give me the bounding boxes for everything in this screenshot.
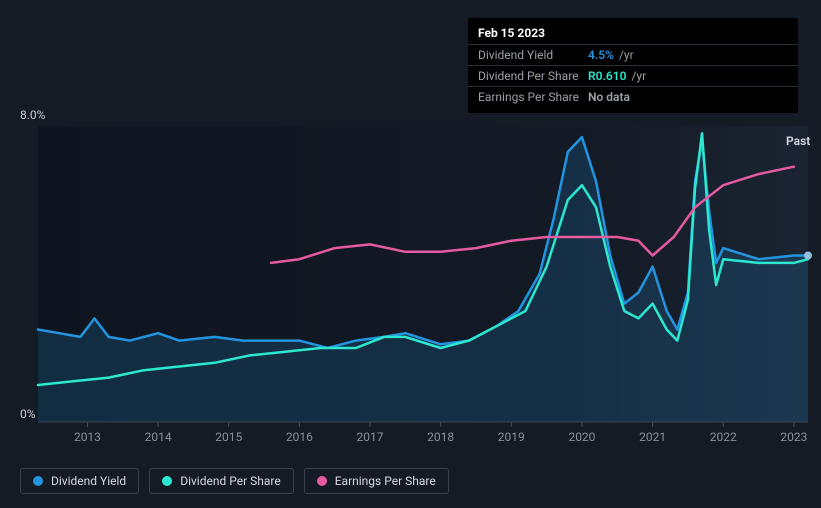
legend-item[interactable]: Dividend Yield	[20, 468, 139, 494]
x-axis: 2013 2014 2015 2016 2017 2018 2019 2020 2021 2022…	[38, 430, 821, 450]
x-tick-label: 2020	[568, 430, 595, 444]
x-tick-label: 2017	[357, 430, 384, 444]
tooltip-row-value: 4.5% /yr	[588, 48, 634, 62]
tooltip-row-label: Earnings Per Share	[478, 90, 588, 104]
x-tick-label: 2013	[74, 430, 101, 444]
legend-item[interactable]: Earnings Per Share	[304, 468, 449, 494]
x-tick-label: 2021	[639, 430, 666, 444]
x-tick-label: 2016	[286, 430, 313, 444]
legend-label: Dividend Per Share	[180, 474, 281, 488]
tooltip-date: Feb 15 2023	[468, 24, 798, 44]
y-axis-min-label: 0%	[20, 407, 36, 421]
tooltip-row-suffix: /yr	[616, 48, 634, 62]
legend-label: Earnings Per Share	[335, 474, 436, 488]
tooltip-row: Dividend Per ShareR0.610 /yr	[468, 65, 798, 86]
tooltip-row: Dividend Yield4.5% /yr	[468, 44, 798, 65]
x-tick-label: 2023	[780, 430, 807, 444]
tooltip-row-value: R0.610 /yr	[588, 69, 646, 83]
tooltip-row-label: Dividend Per Share	[478, 69, 588, 83]
past-marker-label: Past	[786, 134, 810, 148]
x-tick-label: 2019	[498, 430, 525, 444]
x-tick-label: 2022	[710, 430, 737, 444]
y-axis-max-label: 8.0%	[20, 108, 45, 122]
legend-label: Dividend Yield	[51, 474, 126, 488]
legend-swatch	[33, 476, 43, 486]
tooltip-row: Earnings Per ShareNo data	[468, 86, 798, 107]
tooltip-row-label: Dividend Yield	[478, 48, 588, 62]
x-tick-label: 2014	[145, 430, 172, 444]
tooltip-row-suffix: /yr	[628, 69, 646, 83]
chart-tooltip: Feb 15 2023 Dividend Yield4.5% /yrDivide…	[468, 18, 798, 113]
legend-swatch	[317, 476, 327, 486]
legend-swatch	[162, 476, 172, 486]
x-tick-label: 2018	[427, 430, 454, 444]
x-tick-label: 2015	[215, 430, 242, 444]
legend-item[interactable]: Dividend Per Share	[149, 468, 294, 494]
legend: Dividend Yield Dividend Per Share Earnings…	[20, 468, 449, 494]
tooltip-row-value: No data	[588, 90, 630, 104]
